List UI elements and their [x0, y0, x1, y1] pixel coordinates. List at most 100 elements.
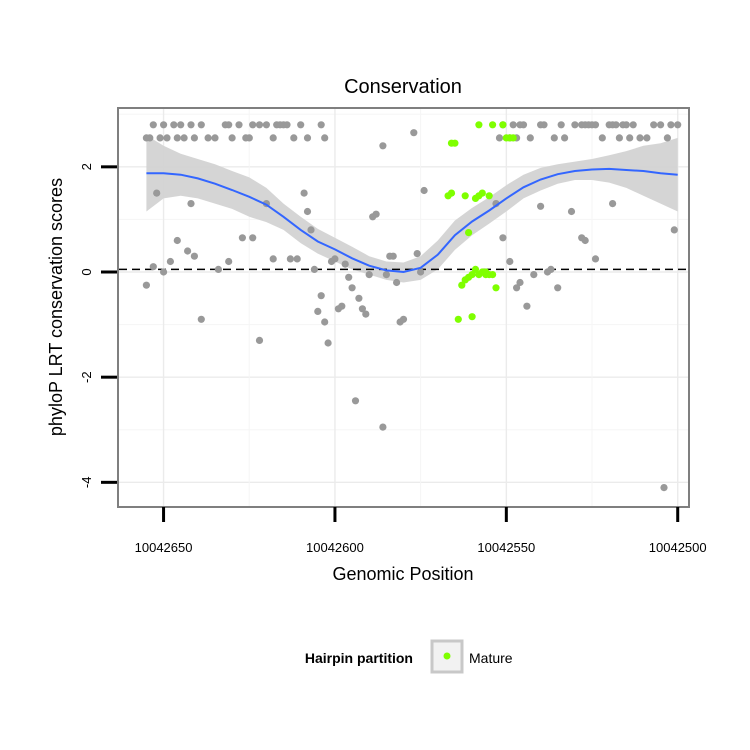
data-point — [170, 121, 178, 129]
data-point — [509, 121, 517, 129]
data-point — [163, 134, 171, 142]
data-point — [643, 134, 651, 142]
confidence-ribbon — [146, 135, 678, 283]
data-point — [351, 397, 360, 405]
data-point — [499, 234, 507, 242]
data-point — [249, 121, 257, 129]
data-point — [156, 134, 164, 142]
x-tick-label: 10042650 — [135, 540, 193, 555]
data-point — [245, 134, 253, 142]
data-point — [317, 121, 325, 129]
data-point — [269, 255, 277, 263]
data-point — [513, 284, 521, 292]
x-axis-ticks: 10042650 10042600 10042550 10042500 — [135, 507, 707, 555]
data-point — [358, 305, 366, 313]
points-layer — [142, 121, 682, 492]
data-point — [379, 142, 387, 150]
data-point — [317, 292, 325, 300]
data-point-mature — [475, 121, 483, 129]
data-point — [626, 134, 634, 142]
legend-key-mature — [443, 652, 451, 660]
data-point — [516, 278, 524, 287]
data-point — [204, 134, 212, 142]
data-point — [177, 121, 185, 129]
smooth-line-layer — [146, 167, 678, 274]
data-point — [187, 121, 195, 129]
data-point — [399, 315, 408, 323]
data-point — [609, 200, 617, 208]
data-point — [348, 284, 356, 292]
data-point-mature — [485, 192, 493, 200]
y-tick-label: -2 — [79, 371, 94, 383]
data-point — [146, 134, 154, 142]
data-point — [321, 134, 329, 142]
data-point — [540, 121, 548, 129]
data-point — [310, 265, 318, 273]
data-point — [663, 134, 672, 142]
data-point — [293, 255, 301, 263]
data-point-mature — [499, 121, 507, 129]
data-point — [303, 207, 312, 216]
data-point — [622, 121, 630, 129]
data-point — [286, 255, 294, 263]
x-tick-label: 10042550 — [477, 540, 535, 555]
data-point — [571, 121, 579, 129]
data-point — [612, 121, 620, 129]
data-point — [197, 121, 205, 129]
data-point — [379, 423, 387, 431]
data-point — [650, 121, 658, 129]
data-point — [190, 252, 198, 260]
chart-title: Conservation — [344, 76, 462, 98]
data-point — [184, 247, 192, 255]
data-point-mature — [458, 281, 466, 289]
data-point — [345, 273, 353, 281]
data-point — [238, 234, 246, 242]
data-point — [290, 134, 298, 142]
data-point — [149, 121, 157, 129]
data-point-mature — [471, 194, 480, 202]
data-point — [495, 134, 504, 142]
data-point — [235, 121, 243, 129]
data-point-mature — [454, 315, 462, 323]
y-tick-label: 0 — [79, 268, 94, 275]
y-tick-label: 2 — [79, 163, 94, 170]
data-point-mature — [492, 284, 500, 292]
data-point — [297, 121, 305, 129]
y-axis-label: phyloP LRT conservation scores — [46, 178, 66, 436]
data-point — [262, 121, 270, 129]
data-point — [554, 284, 562, 292]
data-point — [365, 271, 373, 279]
data-point — [225, 121, 233, 129]
x-axis-label: Genomic Position — [332, 564, 473, 584]
data-point-mature — [451, 139, 459, 147]
data-point — [519, 121, 528, 129]
data-point — [341, 260, 349, 268]
x-tick-label: 10042500 — [649, 540, 707, 555]
data-point — [314, 307, 322, 315]
data-point — [190, 134, 198, 142]
data-point — [636, 134, 644, 142]
data-point — [255, 336, 264, 344]
data-point — [211, 134, 219, 142]
data-point — [581, 236, 589, 245]
legend: Hairpin partition Mature — [305, 639, 513, 674]
data-point — [410, 129, 418, 137]
legend-title: Hairpin partition — [305, 650, 413, 666]
data-point-mature — [509, 134, 517, 142]
data-point — [557, 121, 565, 129]
data-point — [389, 252, 397, 260]
data-point — [197, 315, 205, 323]
data-point — [362, 310, 370, 318]
smooth-line — [146, 167, 678, 274]
data-point — [550, 134, 558, 142]
data-point — [547, 265, 555, 273]
data-point — [615, 134, 624, 142]
data-point-mature — [468, 313, 476, 321]
data-point — [382, 271, 390, 279]
data-point — [657, 121, 665, 129]
data-point — [214, 265, 222, 273]
data-point — [355, 294, 363, 302]
data-point-mature — [489, 121, 497, 129]
data-point — [567, 207, 576, 216]
